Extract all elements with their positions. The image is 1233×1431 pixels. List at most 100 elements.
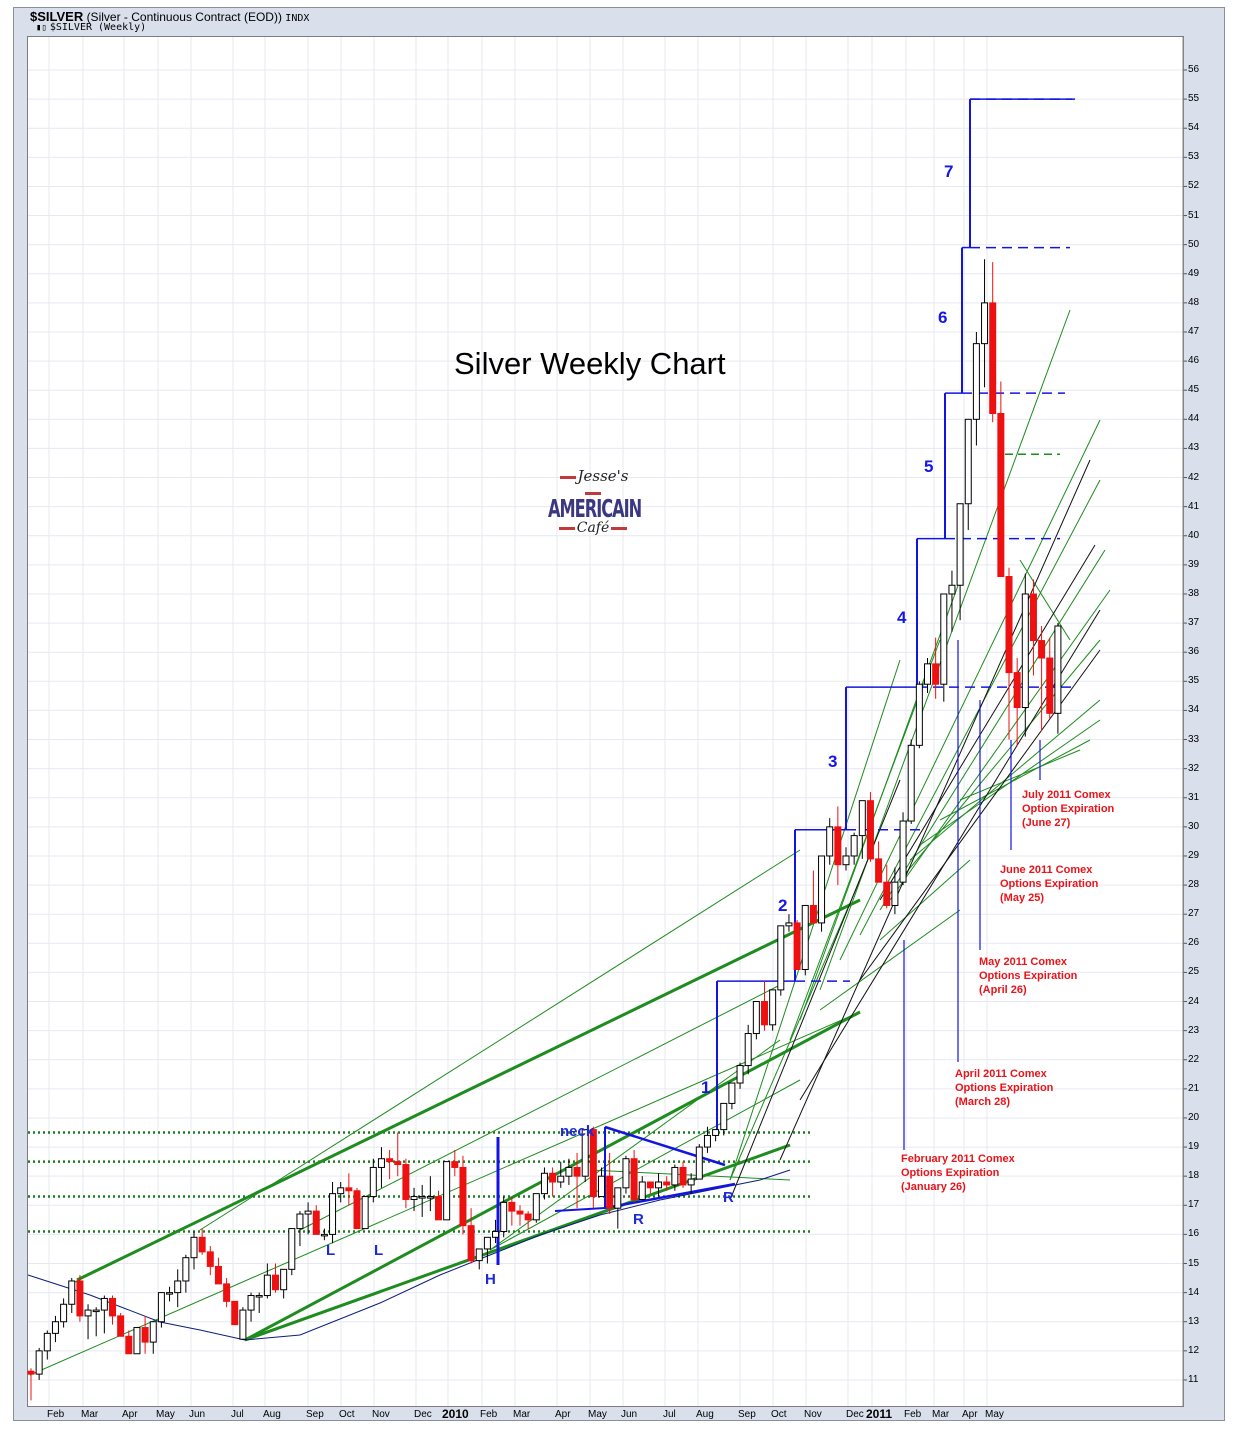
y-tick-label: 38: [1188, 587, 1200, 599]
annotation-line: Options Expiration: [1000, 878, 1099, 890]
annotation-july-expiration: July 2011 Comex Option Expiration (June …: [1022, 788, 1114, 830]
y-tick-label: 28: [1188, 879, 1200, 891]
y-tick-label: 39: [1188, 558, 1200, 570]
x-tick-label: Nov: [804, 1409, 822, 1420]
y-tick-label: 16: [1188, 1228, 1200, 1240]
annotation-february-expiration: February 2011 Comex Options Expiration (…: [901, 1152, 1015, 1194]
y-tick-label: 14: [1188, 1286, 1200, 1298]
pattern-label: L: [374, 1242, 384, 1259]
y-tick-label: 17: [1188, 1199, 1200, 1211]
y-tick-label: 32: [1188, 762, 1200, 774]
y-tick-label: 40: [1188, 529, 1200, 541]
watermark-logo: Jesse's AMERICAIN Café: [548, 468, 642, 536]
pattern-label: R: [723, 1189, 734, 1206]
y-tick-label: 29: [1188, 849, 1200, 861]
wave-count-label: 3: [828, 752, 838, 771]
x-tick-label: Oct: [771, 1409, 787, 1420]
annotation-line: (March 28): [955, 1096, 1011, 1108]
y-tick-label: 47: [1188, 325, 1200, 337]
x-tick-label: May: [588, 1409, 607, 1420]
wave-count-label: 5: [924, 457, 934, 476]
annotation-line: February 2011 Comex: [901, 1153, 1015, 1165]
y-tick-label: 18: [1188, 1170, 1200, 1182]
y-tick-label: 54: [1188, 122, 1200, 134]
x-tick-label: Sep: [306, 1409, 324, 1420]
y-tick-label: 25: [1188, 966, 1200, 978]
x-tick-label: Feb: [480, 1409, 498, 1420]
y-tick-label: 52: [1188, 180, 1200, 192]
chart-header: $SILVER (Silver - Continuous Contract (E…: [30, 9, 309, 24]
exchange-label: INDX: [285, 13, 310, 24]
y-tick-label: 55: [1188, 93, 1200, 105]
annotation-line: (April 26): [979, 984, 1027, 996]
annotation-line: Options Expiration: [979, 970, 1078, 982]
x-tick-label: Apr: [122, 1409, 138, 1420]
annotation-line: (January 26): [901, 1181, 966, 1193]
y-tick-label: 27: [1188, 908, 1200, 920]
x-tick-label: Aug: [263, 1409, 281, 1420]
y-tick-label: 51: [1188, 209, 1200, 221]
x-tick-label: Jun: [189, 1409, 206, 1420]
logo-line-2: AMERICAIN: [548, 494, 642, 524]
y-tick-label: 20: [1188, 1111, 1200, 1123]
x-tick-label: Aug: [696, 1409, 714, 1420]
y-tick-label: 15: [1188, 1257, 1200, 1269]
y-tick-label: 42: [1188, 471, 1200, 483]
pattern-label: L: [326, 1242, 336, 1259]
wave-count-label: 1: [701, 1078, 711, 1097]
x-tick-label: 2011: [866, 1407, 893, 1421]
wave-count-label: 4: [897, 608, 907, 627]
y-tick-label: 44: [1188, 413, 1200, 425]
annotation-june-expiration: June 2011 Comex Options Expiration (May …: [1000, 863, 1098, 905]
annotation-line: Options Expiration: [955, 1082, 1054, 1094]
logo-line-1: Jesse's: [548, 468, 638, 500]
wave-count-label: 2: [778, 896, 788, 915]
x-tick-label: Dec: [414, 1409, 432, 1420]
wave-count-label: 7: [944, 162, 954, 181]
x-tick-label: May: [156, 1409, 175, 1420]
y-tick-label: 33: [1188, 733, 1200, 745]
y-tick-label: 30: [1188, 820, 1200, 832]
x-tick-label: Apr: [962, 1409, 978, 1420]
y-tick-label: 56: [1188, 64, 1200, 75]
y-tick-label: 13: [1188, 1315, 1200, 1327]
y-tick-label: 35: [1188, 675, 1200, 687]
annotation-line: May 2011 Comex: [979, 956, 1068, 968]
x-tick-label: May: [985, 1409, 1004, 1420]
x-tick-label: Mar: [513, 1409, 531, 1420]
y-tick-label: 24: [1188, 995, 1200, 1007]
x-tick-label: Jul: [231, 1409, 244, 1420]
series-label: $SILVER (Weekly): [49, 22, 147, 33]
y-tick-label: 46: [1188, 355, 1200, 367]
x-tick-label: 2010: [442, 1407, 469, 1421]
pattern-label: R: [633, 1211, 644, 1228]
annotation-line: June 2011 Comex: [1000, 864, 1093, 876]
x-tick-label: Nov: [372, 1409, 390, 1420]
x-tick-label: Dec: [846, 1409, 864, 1420]
y-tick-label: 22: [1188, 1053, 1200, 1065]
annotation-line: (June 27): [1022, 817, 1071, 829]
y-tick-label: 21: [1188, 1082, 1200, 1094]
y-tick-label: 41: [1188, 500, 1200, 512]
annotation-line: Options Expiration: [901, 1167, 1000, 1179]
logo-line-3: Café: [548, 520, 638, 536]
annotation-april-expiration: April 2011 Comex Options Expiration (Mar…: [955, 1067, 1053, 1109]
x-tick-label: Feb: [904, 1409, 922, 1420]
plot-area: [27, 36, 1184, 1407]
y-tick-label: 12: [1188, 1344, 1200, 1356]
symbol-description: (Silver - Continuous Contract (EOD)): [86, 10, 282, 24]
y-tick-label: 19: [1188, 1141, 1200, 1153]
x-tick-label: Oct: [339, 1409, 355, 1420]
y-tick-label: 43: [1188, 442, 1200, 454]
y-tick-label: 26: [1188, 937, 1200, 949]
x-tick-label: Feb: [47, 1409, 65, 1420]
y-tick-label: 23: [1188, 1024, 1200, 1036]
x-tick-label: Mar: [932, 1409, 950, 1420]
x-tick-label: Mar: [81, 1409, 99, 1420]
x-tick-label: Jul: [663, 1409, 676, 1420]
pattern-label: neck: [560, 1123, 595, 1140]
y-tick-label: 36: [1188, 646, 1200, 658]
y-tick-label: 50: [1188, 238, 1200, 250]
symbol-label: $SILVER: [30, 9, 84, 24]
y-tick-label: 53: [1188, 151, 1200, 163]
